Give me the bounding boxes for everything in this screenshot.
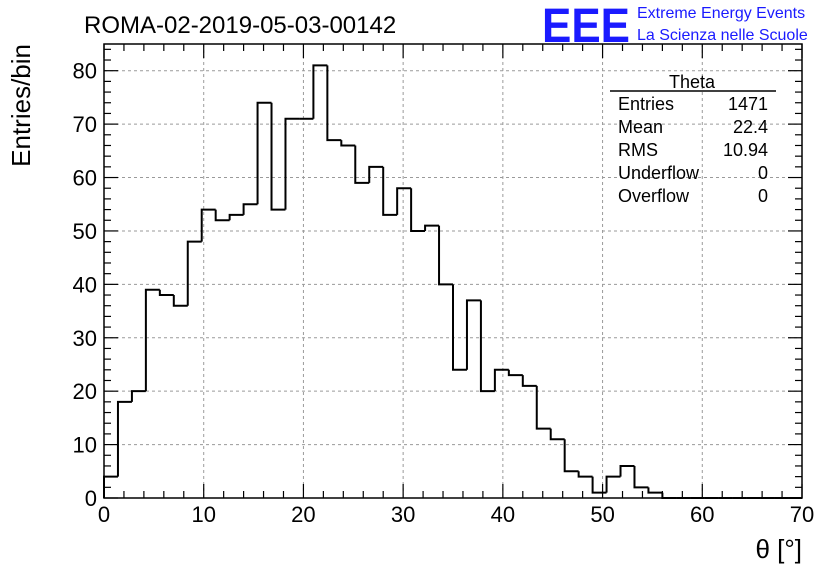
histogram-bin: [340, 140, 356, 147]
x-axis-title: θ [°]: [755, 534, 802, 564]
histogram-bin: [619, 464, 635, 477]
stat-value-mean: 22.4: [733, 117, 768, 137]
histogram-bin: [549, 428, 565, 441]
y-tick-labels: 0 10 20 30 40 50 60 70 80: [73, 59, 97, 511]
histogram-bin: [116, 400, 132, 477]
x-tick-labels: 0 10 20 30 40 50 60 70: [98, 502, 814, 527]
histogram-bin: [130, 390, 146, 402]
histogram-bin: [465, 299, 481, 370]
y-tick-label: 30: [73, 326, 97, 351]
stat-label-rms: RMS: [618, 140, 658, 160]
x-tick-label: 40: [491, 502, 515, 527]
y-axis-title: Entries/bin: [6, 44, 36, 167]
y-tick-label: 0: [85, 486, 97, 511]
stat-value-underflow: 0: [758, 163, 768, 183]
stat-label-entries: Entries: [618, 94, 674, 114]
y-tick-label: 70: [73, 112, 97, 137]
histogram-bin: [312, 64, 328, 119]
brand-line-2: La Scienza nelle Scuole: [637, 27, 808, 44]
stat-label-underflow: Underflow: [618, 163, 700, 183]
brand-line-1: Extreme Energy Events: [637, 5, 805, 22]
y-tick-label: 20: [73, 379, 97, 404]
axis-ticks: [103, 44, 803, 499]
y-tick-label: 40: [73, 272, 97, 297]
brand-logo: EEE Extreme Energy Events La Scienza nel…: [542, 0, 808, 53]
y-tick-label: 10: [73, 433, 97, 458]
histogram-bin: [270, 102, 286, 211]
histogram-bin: [647, 487, 663, 494]
histogram-bin: [158, 289, 174, 297]
histogram-bin: [242, 203, 258, 215]
histogram-bin: [354, 145, 370, 184]
histogram-bin: [200, 208, 216, 242]
histogram-bin: [507, 369, 523, 377]
histogram-bin: [172, 295, 188, 307]
stats-title: Theta: [669, 72, 716, 92]
histogram-bin: [452, 284, 467, 371]
x-tick-label: 0: [98, 502, 110, 527]
x-tick-label: 60: [690, 502, 714, 527]
histogram-bin: [256, 101, 272, 205]
histogram-bin: [326, 65, 342, 142]
histogram-bin: [228, 213, 244, 221]
histogram-bin: [284, 117, 300, 210]
histogram-bin: [633, 465, 649, 489]
stat-value-rms: 10.94: [723, 140, 768, 160]
histogram-bars: [103, 64, 802, 499]
y-tick-label: 80: [73, 59, 97, 84]
histogram-bin: [144, 288, 160, 392]
x-tick-label: 20: [291, 502, 315, 527]
histogram-bin: [382, 166, 398, 216]
histogram-bin: [493, 368, 509, 392]
stat-value-entries: 1471: [728, 94, 768, 114]
histogram-bin: [521, 375, 537, 387]
histogram-bin: [424, 224, 440, 231]
histogram-bin: [368, 165, 384, 183]
histogram-bin: [479, 300, 495, 393]
histogram-bin: [535, 385, 551, 430]
histogram-bin: [186, 240, 202, 306]
histogram-bin: [605, 475, 621, 493]
stats-box: Theta Entries 1471 Mean 22.4 RMS 10.94 U…: [610, 72, 776, 206]
histogram-bin: [591, 476, 607, 494]
histogram-bin: [438, 225, 453, 286]
histogram-bin: [563, 439, 579, 473]
x-tick-label: 30: [391, 502, 415, 527]
histogram-bin: [396, 187, 412, 215]
stat-value-overflow: 0: [758, 186, 768, 206]
y-tick-label: 60: [73, 166, 97, 191]
x-tick-label: 50: [590, 502, 614, 527]
stat-label-mean: Mean: [618, 117, 663, 137]
plot-frame: [103, 43, 803, 499]
x-tick-label: 70: [790, 502, 814, 527]
histogram-bin: [410, 188, 426, 232]
histogram-bin: [214, 209, 230, 222]
x-tick-label: 10: [191, 502, 215, 527]
y-tick-label: 50: [73, 219, 97, 244]
chart-title: ROMA-02-2019-05-03-00142: [84, 12, 396, 39]
histogram-bin: [577, 471, 593, 478]
stat-label-overflow: Overflow: [618, 186, 690, 206]
eee-logo: EEE: [542, 0, 630, 53]
